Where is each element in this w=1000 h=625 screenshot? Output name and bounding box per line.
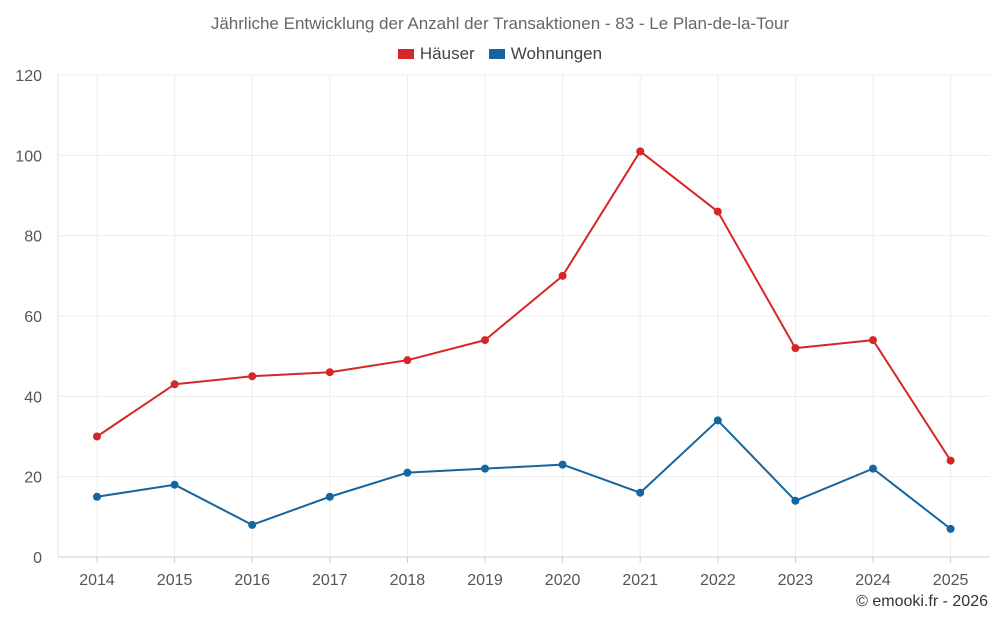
x-tick-label-2017: 2017	[312, 572, 348, 589]
legend-swatch-wohnungen	[488, 49, 505, 59]
data-point-wohnungen-2024	[869, 464, 877, 473]
x-tick-label-2022: 2022	[700, 572, 736, 589]
data-point-wohnungen-2023	[791, 496, 800, 505]
y-tick-label-20: 20	[24, 470, 42, 487]
y-tick-label-80: 80	[24, 229, 42, 246]
data-point-haeuser-2022	[713, 207, 722, 216]
data-point-haeuser-2014	[93, 432, 101, 441]
data-point-haeuser-2015	[170, 380, 179, 389]
data-point-wohnungen-2014	[93, 492, 101, 501]
x-tick-label-2023: 2023	[778, 572, 814, 589]
data-point-wohnungen-2016	[248, 520, 257, 529]
legend-item-haeuser[interactable]: Häuser	[397, 44, 475, 64]
data-point-haeuser-2023	[791, 344, 800, 353]
legend-label-haeuser: Häuser	[419, 44, 475, 63]
data-point-haeuser-2025	[946, 456, 955, 465]
x-tick-label-2020: 2020	[545, 572, 581, 589]
x-tick-label-2024: 2024	[855, 572, 891, 589]
x-tick-label-2018: 2018	[390, 572, 426, 589]
credit-text: © emooki.fr - 2026	[856, 593, 988, 610]
data-point-wohnungen-2017	[325, 492, 334, 501]
y-tick-label-60: 60	[24, 309, 42, 326]
x-tick-label-2016: 2016	[234, 572, 270, 589]
x-tick-label-2014: 2014	[79, 572, 115, 589]
y-tick-label-40: 40	[24, 389, 42, 406]
data-point-wohnungen-2021	[636, 488, 645, 497]
data-point-haeuser-2020	[558, 271, 567, 280]
chart-legend: Häuser Wohnungen	[0, 44, 1000, 64]
data-point-wohnungen-2025	[946, 524, 955, 533]
x-tick-label-2025: 2025	[933, 572, 969, 589]
data-point-haeuser-2019	[481, 336, 489, 345]
data-point-wohnungen-2018	[403, 468, 412, 477]
data-point-wohnungen-2022	[713, 416, 722, 425]
y-tick-label-0: 0	[33, 550, 42, 567]
x-tick-label-2015: 2015	[157, 572, 193, 589]
x-tick-label-2019: 2019	[467, 572, 503, 589]
x-tick-label-2021: 2021	[622, 572, 658, 589]
y-tick-label-120: 120	[15, 68, 42, 85]
y-tick-label-100: 100	[15, 148, 42, 165]
chart-title: Jährliche Entwicklung der Anzahl der Tra…	[210, 14, 790, 33]
data-point-wohnungen-2020	[558, 460, 567, 469]
series-line-wohnungen	[96, 419, 952, 530]
data-point-wohnungen-2015	[170, 480, 179, 489]
data-point-haeuser-2018	[403, 356, 412, 365]
series-line-haeuser	[96, 150, 952, 462]
data-point-wohnungen-2019	[481, 464, 489, 473]
data-point-haeuser-2017	[325, 368, 334, 377]
legend-swatch-haeuser	[397, 49, 414, 59]
data-point-haeuser-2024	[869, 336, 877, 345]
legend-item-wohnungen[interactable]: Wohnungen	[488, 44, 603, 64]
data-point-haeuser-2016	[248, 372, 257, 381]
data-point-haeuser-2021	[636, 147, 645, 156]
legend-label-wohnungen: Wohnungen	[510, 44, 603, 63]
